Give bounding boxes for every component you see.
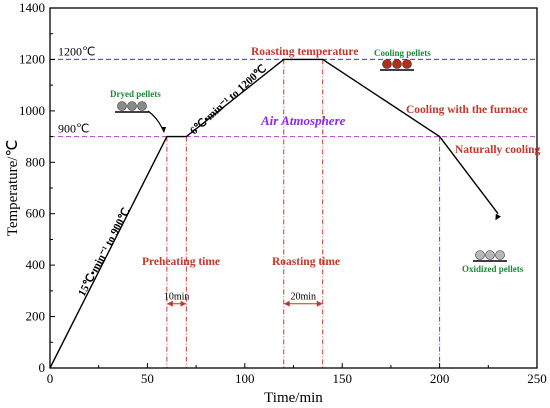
temperature-curve <box>49 58 499 369</box>
atmosphere-label: Air Atmosphere <box>260 113 346 128</box>
axes-group <box>49 7 538 369</box>
curve-end-arrowhead <box>495 213 502 221</box>
interval-label: 10min <box>164 292 190 303</box>
interval-label: 20min <box>290 292 316 303</box>
cooling-with-furnace-label: Cooling with the furnace <box>406 104 528 116</box>
y-tick-label: 0 <box>39 360 46 375</box>
y-tick-label: 600 <box>26 206 46 221</box>
dryed-pellets-pointer-head <box>161 127 166 133</box>
pellet <box>402 59 412 69</box>
series-group <box>49 58 502 369</box>
dryed-pellets-pointer <box>147 110 165 133</box>
x-tick-label: 0 <box>47 371 54 386</box>
dryed-pellets-label: Dryed pellets <box>110 89 161 99</box>
pellet <box>392 59 402 69</box>
h-reference-label: 1200℃ <box>58 44 95 58</box>
cooling-pellets-label: Cooling pellets <box>374 48 431 58</box>
oxidized-pellets-icon <box>473 250 507 262</box>
x-tick-label: 50 <box>141 371 154 386</box>
tick-group: 0 50 100 150 200 250 0 200 400 600 800 1000 1200 1400 <box>19 0 547 386</box>
dryed-pellets-icon <box>115 101 149 113</box>
pellet-icons <box>115 59 507 262</box>
plot-frame <box>49 7 538 369</box>
pellet <box>485 250 495 260</box>
heating-rate-2-label: 6℃•min⁻¹ to 1200℃ <box>188 63 269 138</box>
x-tick-label: 200 <box>430 371 450 386</box>
pellet <box>127 101 137 111</box>
y-tick-label: 200 <box>26 309 46 324</box>
y-tick-label: 1000 <box>19 103 45 118</box>
pellet <box>137 101 147 111</box>
preheating-time-label: Preheating time <box>142 256 220 268</box>
heating-rate-1-label: 15℃•min⁻¹ to 900℃ <box>76 206 133 298</box>
annotation-labels: Time/min Temperature/℃ 15℃•min⁻¹ to 900℃… <box>5 46 541 406</box>
y-tick-label: 1200 <box>19 51 45 66</box>
x-tick-label: 250 <box>527 371 547 386</box>
x-axis-label: Time/min <box>264 390 323 406</box>
y-tick-label: 400 <box>26 257 46 272</box>
naturally-cooling-label: Naturally cooling <box>455 144 541 156</box>
pellet <box>475 250 485 260</box>
roasting-time-label: Roasting time <box>272 256 340 268</box>
interval-markers: 10min 20min <box>164 292 323 307</box>
y-axis-label: Temperature/℃ <box>5 140 21 237</box>
pellet <box>117 101 127 111</box>
oxidized-pellets-label: Oxidized pellets <box>462 264 524 274</box>
y-tick-label: 800 <box>26 154 46 169</box>
y-tick-label: 1400 <box>19 0 45 15</box>
cooling-pellets-icon <box>380 59 414 71</box>
x-tick-label: 150 <box>332 371 352 386</box>
x-tick-label: 100 <box>235 371 255 386</box>
h-reference-label: 900℃ <box>58 122 89 136</box>
pellet <box>495 250 505 260</box>
roasting-temperature-label: Roasting temperature <box>251 46 358 58</box>
pellet <box>382 59 392 69</box>
